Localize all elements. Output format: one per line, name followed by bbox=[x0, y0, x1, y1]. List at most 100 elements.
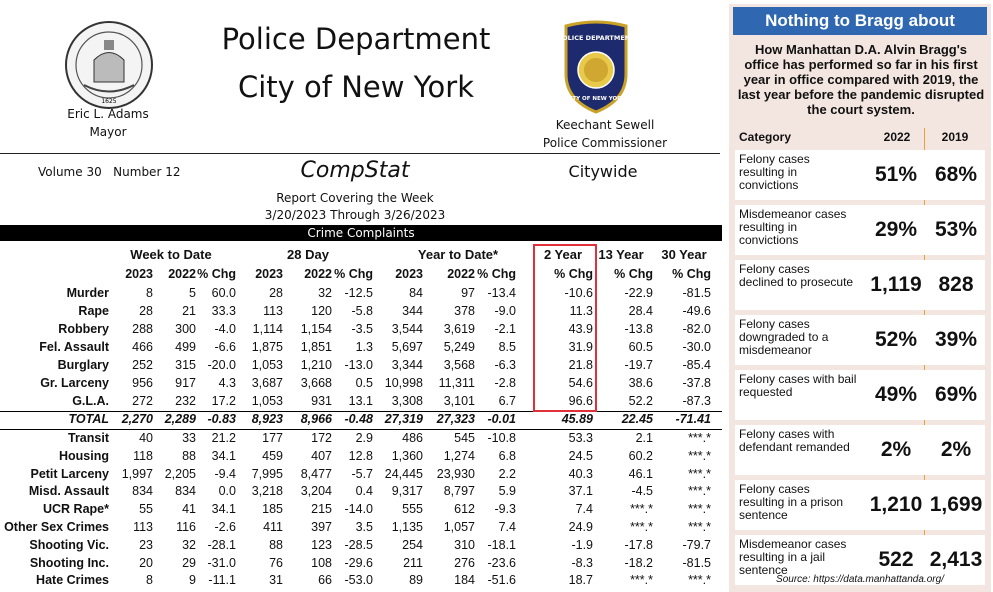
table-row: Shooting Inc. 20 29 -31.0 76 108 -29.6 211 276 -2… bbox=[0, 556, 722, 574]
table-cell: -6.6 bbox=[214, 340, 236, 354]
value-2019: 1,699 bbox=[929, 493, 983, 516]
comparison-label: Felony cases declined to prosecute bbox=[739, 262, 854, 289]
table-cell: ***.* bbox=[688, 448, 711, 463]
table-cell: 0.4 bbox=[355, 484, 373, 499]
table-cell: -71.41 bbox=[675, 412, 711, 426]
table-cell: 1,851 bbox=[300, 340, 332, 354]
table-row: Murder 8 5 60.0 28 32 -12.5 84 97 -13.4 -10.6 -22.9… bbox=[0, 286, 722, 304]
value-2022: 51% bbox=[874, 163, 918, 186]
table-cell: 3,619 bbox=[443, 322, 475, 336]
table-cell: 53.3 bbox=[568, 431, 593, 445]
table-row: Gr. Larceny 956 917 4.3 3,687 3,668 0.5 10,998 1… bbox=[0, 376, 722, 394]
row-label: Petit Larceny bbox=[30, 466, 109, 481]
table-cell: -20.0 bbox=[207, 358, 237, 372]
table-cell: 27,323 bbox=[436, 412, 475, 426]
table-cell: -9.3 bbox=[494, 502, 516, 517]
svg-text:1625: 1625 bbox=[101, 98, 116, 105]
table-cell: -30.0 bbox=[682, 340, 712, 354]
table-cell: 397 bbox=[311, 520, 332, 534]
table-cell: 8,966 bbox=[300, 412, 332, 426]
table-cell: 23,930 bbox=[436, 466, 475, 481]
report-caption: Report Covering the Week bbox=[276, 191, 434, 205]
table-cell: 88 bbox=[182, 448, 196, 463]
table-cell: 3,101 bbox=[443, 394, 475, 408]
table-cell: 24.5 bbox=[568, 448, 593, 463]
comparison-label: Felony cases resulting in a prison sente… bbox=[739, 482, 844, 522]
table-cell: 37.1 bbox=[568, 484, 593, 499]
comparison-row: Misdemeanor cases resulting in a jail se… bbox=[735, 535, 985, 585]
row-label: Shooting Vic. bbox=[29, 537, 109, 552]
table-cell: 8,477 bbox=[300, 466, 332, 481]
table-cell: 378 bbox=[454, 304, 475, 318]
table-cell: 17.2 bbox=[211, 394, 236, 408]
table-cell: 3,344 bbox=[391, 358, 423, 372]
table-cell: 23 bbox=[139, 537, 153, 552]
table-cell: 6.7 bbox=[498, 394, 516, 408]
comparison-row: Felony cases with bail requested 49% 69% bbox=[735, 370, 985, 420]
table-cell: 1,154 bbox=[300, 322, 332, 336]
table-cell: 3,308 bbox=[391, 394, 423, 408]
table-cell: 2.2 bbox=[498, 466, 516, 481]
table-cell: 215 bbox=[311, 502, 332, 517]
table-cell: 8 bbox=[146, 286, 153, 300]
table-cell: -13.0 bbox=[344, 358, 374, 372]
column-header: 2023 bbox=[395, 267, 423, 281]
table-cell: 411 bbox=[263, 520, 283, 534]
table-cell: -53.0 bbox=[344, 573, 374, 588]
table-cell: -11.1 bbox=[208, 573, 236, 588]
table-row: Transit 40 33 21.2 177 172 2.9 486 545 -10.8 53.3 2… bbox=[0, 431, 722, 449]
table-cell: 97 bbox=[461, 286, 475, 300]
table-cell: 60.5 bbox=[628, 340, 653, 354]
table-cell: 28 bbox=[139, 304, 153, 318]
table-cell: -6.3 bbox=[494, 358, 516, 372]
table-cell: -28.1 bbox=[207, 537, 237, 552]
table-cell: -2.8 bbox=[494, 376, 516, 390]
table-cell: 1,053 bbox=[251, 394, 283, 408]
value-2022: 29% bbox=[874, 218, 918, 241]
column-header: 2023 bbox=[125, 267, 153, 281]
table-row: Petit Larceny 1,997 2,205 -9.4 7,995 8,477 -5.… bbox=[0, 467, 722, 485]
row-label: Other Sex Crimes bbox=[4, 520, 109, 534]
table-cell: 276 bbox=[454, 555, 475, 570]
table-cell: 3.5 bbox=[355, 520, 373, 534]
table-cell: 13.1 bbox=[348, 394, 373, 408]
table-cell: 5,697 bbox=[391, 340, 423, 354]
table-cell: 84 bbox=[409, 286, 423, 300]
table-cell: 344 bbox=[402, 304, 423, 318]
group-header: 2 Year bbox=[543, 247, 583, 262]
sidebar-title: Nothing to Bragg about bbox=[733, 7, 987, 35]
total-row: TOTAL 2,270 2,289 -0.83 8,923 8,966 -0.48 27,31… bbox=[0, 412, 722, 430]
table-cell: 2,270 bbox=[121, 412, 153, 426]
table-cell: 459 bbox=[262, 448, 283, 463]
table-cell: 24.9 bbox=[568, 520, 593, 534]
table-row: Burglary 252 315 -20.0 1,053 1,210 -13.0 3,344 3… bbox=[0, 358, 722, 376]
table-cell: 407 bbox=[311, 448, 332, 463]
table-cell: 7.4 bbox=[575, 502, 593, 517]
table-cell: 8,797 bbox=[443, 484, 475, 499]
table-cell: -9.0 bbox=[494, 304, 516, 318]
table-cell: 555 bbox=[402, 502, 423, 517]
table-cell: -2.6 bbox=[214, 520, 236, 534]
table-cell: -37.8 bbox=[682, 376, 712, 390]
table-cell: 123 bbox=[311, 537, 332, 552]
table-cell: 2.1 bbox=[635, 431, 653, 445]
table-cell: -5.8 bbox=[351, 304, 373, 318]
value-2019: 828 bbox=[938, 273, 974, 296]
table-cell: 32 bbox=[182, 537, 196, 552]
table-cell: 38.6 bbox=[628, 376, 653, 390]
table-cell: 5 bbox=[189, 286, 196, 300]
table-cell: -29.6 bbox=[344, 555, 374, 570]
row-label: Rape bbox=[78, 304, 109, 318]
table-cell: 1,274 bbox=[443, 448, 475, 463]
table-cell: 1,135 bbox=[391, 520, 423, 534]
date-range: 3/20/2023 Through 3/26/2023 bbox=[264, 208, 446, 222]
table-cell: -2.1 bbox=[494, 322, 516, 336]
value-2019: 2% bbox=[940, 438, 972, 461]
table-row: Housing 118 88 34.1 459 407 12.8 1,360 1,274 6.8 2… bbox=[0, 449, 722, 467]
total-rule-bottom bbox=[0, 429, 722, 430]
table-cell: -4.0 bbox=[214, 322, 236, 336]
value-2019: 2,413 bbox=[929, 548, 983, 571]
table-cell: -8.3 bbox=[571, 555, 593, 570]
table-row: Shooting Vic. 23 32 -28.1 88 123 -28.5 254 310 -1… bbox=[0, 538, 722, 556]
table-cell: 466 bbox=[132, 340, 153, 354]
